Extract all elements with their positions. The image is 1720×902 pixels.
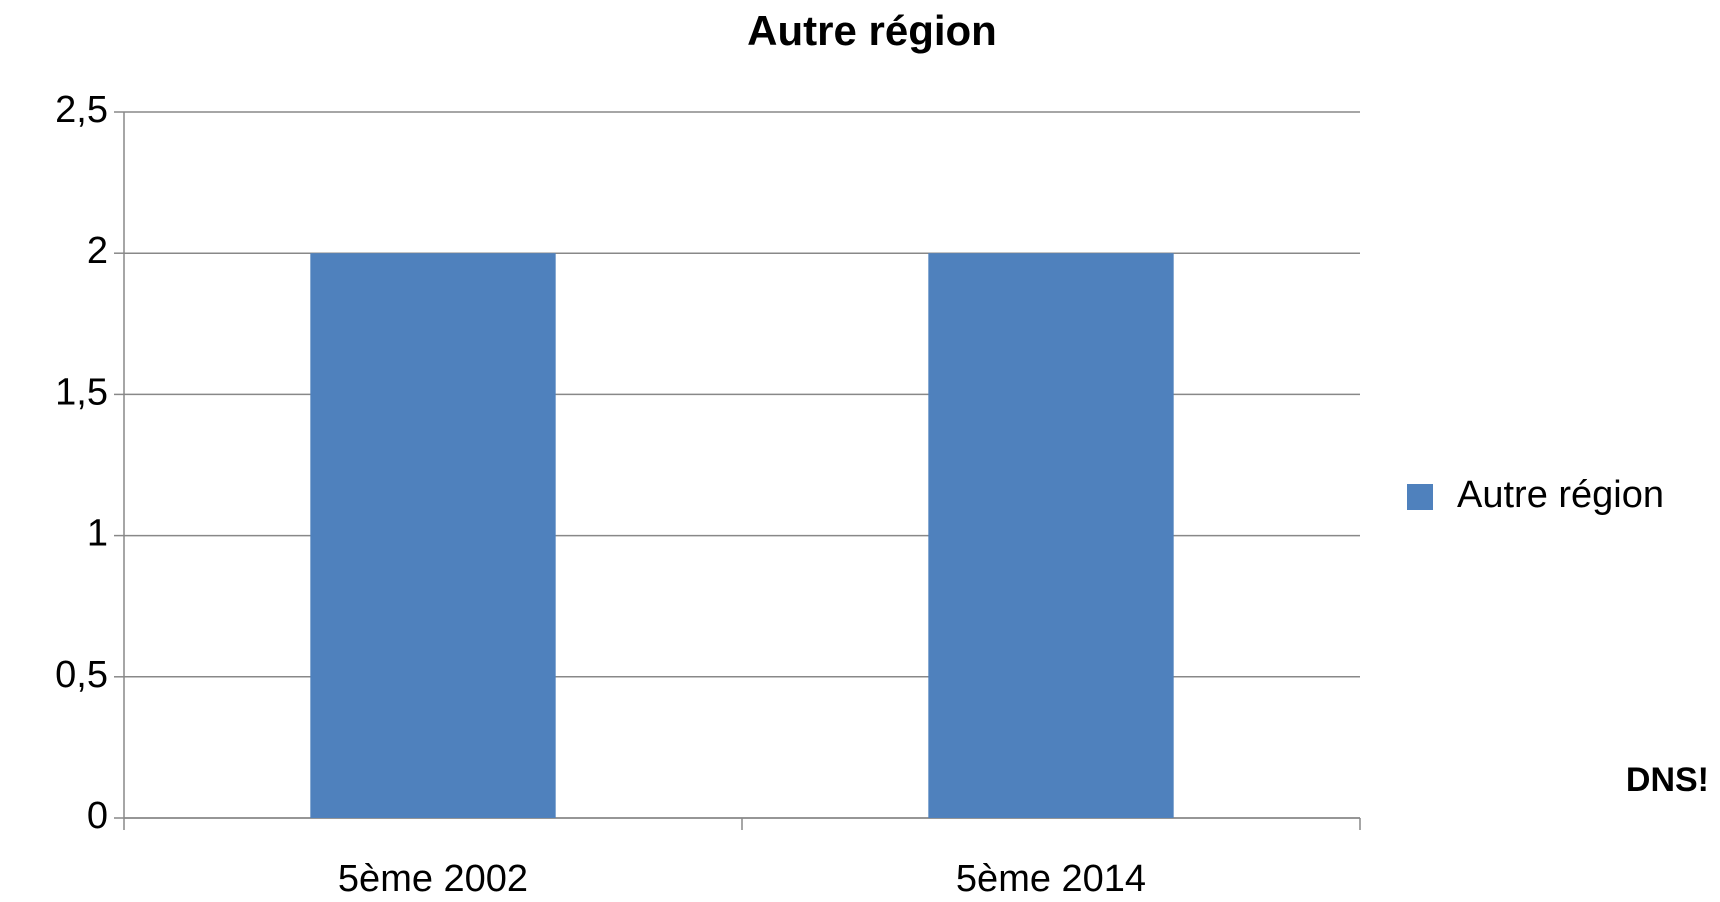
bar: [310, 253, 556, 818]
annotation: DNS!: [1626, 761, 1709, 799]
y-tick-label: 1: [87, 513, 108, 555]
x-tick-label: 5ème 2002: [338, 858, 528, 900]
bar: [928, 253, 1174, 818]
chart-title: Autre région: [747, 7, 997, 54]
legend-swatch: [1407, 484, 1433, 510]
legend-label: Autre région: [1457, 474, 1664, 516]
y-tick-label: 0,5: [55, 654, 108, 696]
y-tick-label: 0: [87, 795, 108, 837]
y-tick-label: 2: [87, 230, 108, 272]
y-tick-label: 2,5: [55, 89, 108, 131]
y-tick-label: 1,5: [55, 371, 108, 413]
x-tick-label: 5ème 2014: [956, 858, 1146, 900]
